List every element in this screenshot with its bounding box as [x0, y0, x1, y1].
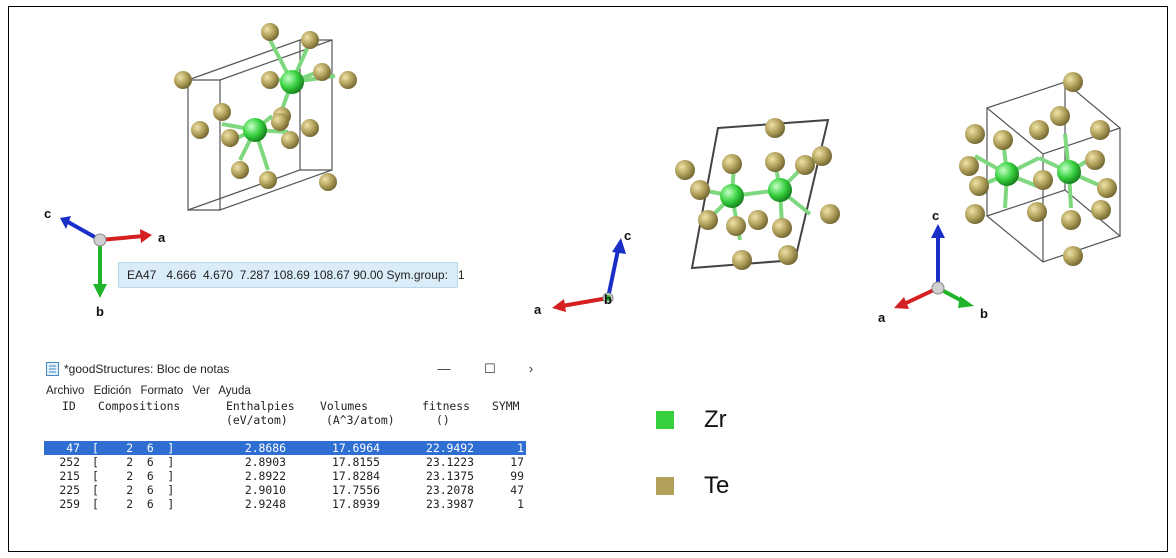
notepad-title-bar: *goodStructures: Bloc de notas — ☐ › — [44, 359, 534, 381]
te-atoms — [174, 23, 357, 191]
row-id: 47 — [66, 441, 80, 455]
table-row[interactable]: 225 [ 2 6 ] 2.9010 17.7556 23.2078 47 — [44, 483, 526, 497]
notepad-text-area[interactable]: ID Compositions Enthalpies Volumes fitne… — [44, 399, 526, 511]
col-enthalpies-header: Enthalpies — [226, 399, 295, 413]
row-enthalpy: 2.9010 — [244, 483, 286, 497]
axis-c-label: c — [624, 228, 631, 243]
row-id: 259 — [59, 497, 80, 511]
menu-archivo[interactable]: Archivo — [46, 385, 85, 397]
legend-label-zr: Zr — [704, 406, 727, 433]
crystal-view-2 — [675, 118, 840, 270]
row-composition: [ 2 6 ] — [92, 469, 175, 483]
row-enthalpy: 2.8903 — [244, 455, 286, 469]
axis-a-label: a — [878, 310, 886, 325]
notepad-window: *goodStructures: Bloc de notas — ☐ › Arc… — [44, 355, 534, 540]
col-enthalpies-unit: (eV/atom) — [226, 413, 288, 427]
col-volumes-unit: (A^3/atom) — [326, 413, 395, 427]
row-volume: 17.6964 — [331, 441, 380, 455]
close-button[interactable]: › — [528, 361, 534, 376]
row-symm: 1 — [517, 497, 524, 511]
row-enthalpy: 2.8686 — [244, 441, 286, 455]
row-volume: 17.8939 — [331, 497, 380, 511]
col-symm-header: SYMM — [492, 399, 520, 413]
table-row[interactable]: 259 [ 2 6 ] 2.9248 17.8939 23.3987 1 — [44, 497, 526, 511]
header-row-1: ID Compositions Enthalpies Volumes fitne… — [44, 399, 526, 413]
col-fitness-unit: () — [436, 413, 450, 427]
row-id: 225 — [59, 483, 80, 497]
row-id: 215 — [59, 469, 80, 483]
axis-a-label: a — [158, 230, 166, 245]
minimize-button[interactable]: — — [437, 361, 451, 376]
row-fitness: 23.2078 — [425, 483, 474, 497]
notepad-menu-bar: Archivo Edición Formato Ver Ayuda — [46, 385, 257, 397]
table-row[interactable]: 252 [ 2 6 ] 2.8903 17.8155 23.1223 17 — [44, 455, 526, 469]
notepad-title: *goodStructures: Bloc de notas — [64, 362, 230, 376]
row-id: 252 — [59, 455, 80, 469]
crystal-view-1 — [174, 23, 357, 211]
blank-row — [44, 427, 526, 441]
bonds — [221, 39, 336, 171]
menu-formato[interactable]: Formato — [140, 385, 184, 397]
row-fitness: 23.1223 — [425, 455, 474, 469]
zr-atoms — [243, 70, 304, 142]
axis-c-label: c — [932, 208, 939, 223]
col-id-header: ID — [62, 399, 76, 413]
menu-ver[interactable]: Ver — [192, 385, 210, 397]
col-fitness-header: fitness — [422, 399, 471, 413]
menu-edicion[interactable]: Edición — [93, 385, 132, 397]
row-symm: 99 — [510, 469, 524, 483]
row-symm: 1 — [517, 441, 524, 455]
axis-b-label: b — [604, 292, 612, 307]
axis-triad-3: a b c — [878, 208, 988, 325]
header-row-2: (eV/atom) (A^3/atom) () — [44, 413, 526, 427]
axis-c-label: c — [44, 206, 51, 221]
axis-a-label: a — [534, 302, 542, 317]
menu-ayuda[interactable]: Ayuda — [218, 385, 251, 397]
axis-triad-1: a c b — [44, 206, 166, 319]
maximize-button[interactable]: ☐ — [484, 361, 496, 376]
legend-swatch-te — [656, 477, 674, 495]
row-composition: [ 2 6 ] — [92, 455, 175, 469]
row-composition: [ 2 6 ] — [92, 483, 175, 497]
row-symm: 47 — [510, 483, 524, 497]
figure-frame — [8, 6, 1168, 552]
crystal-view-3 — [959, 72, 1122, 266]
row-enthalpy: 2.9248 — [244, 497, 286, 511]
legend-item-te: Te — [656, 471, 796, 501]
col-compositions-header: Compositions — [98, 399, 181, 413]
row-fitness: 23.1375 — [425, 469, 474, 483]
row-composition: [ 2 6 ] — [92, 441, 175, 455]
row-enthalpy: 2.8922 — [244, 469, 286, 483]
row-volume: 17.8155 — [331, 455, 380, 469]
row-symm: 17 — [510, 455, 524, 469]
legend-item-zr: Zr — [656, 405, 796, 435]
row-fitness: 22.9492 — [425, 441, 474, 455]
axis-b-label: b — [96, 304, 104, 319]
axis-triad-2: a b c — [534, 228, 631, 317]
row-fitness: 23.3987 — [425, 497, 474, 511]
table-row[interactable]: 47 [ 2 6 ] 2.8686 17.6964 22.9492 1 — [44, 441, 526, 455]
row-volume: 17.8284 — [331, 469, 380, 483]
row-volume: 17.7556 — [331, 483, 380, 497]
table-row[interactable]: 215 [ 2 6 ] 2.8922 17.8284 23.1375 99 — [44, 469, 526, 483]
legend-swatch-zr — [656, 411, 674, 429]
axis-b-label: b — [980, 306, 988, 321]
legend-label-te: Te — [704, 472, 730, 499]
notepad-icon — [46, 362, 59, 376]
row-composition: [ 2 6 ] — [92, 497, 175, 511]
structure-info-bar: EA47 4.666 4.670 7.287 108.69 108.67 90.… — [118, 262, 465, 288]
col-volumes-header: Volumes — [320, 399, 369, 413]
